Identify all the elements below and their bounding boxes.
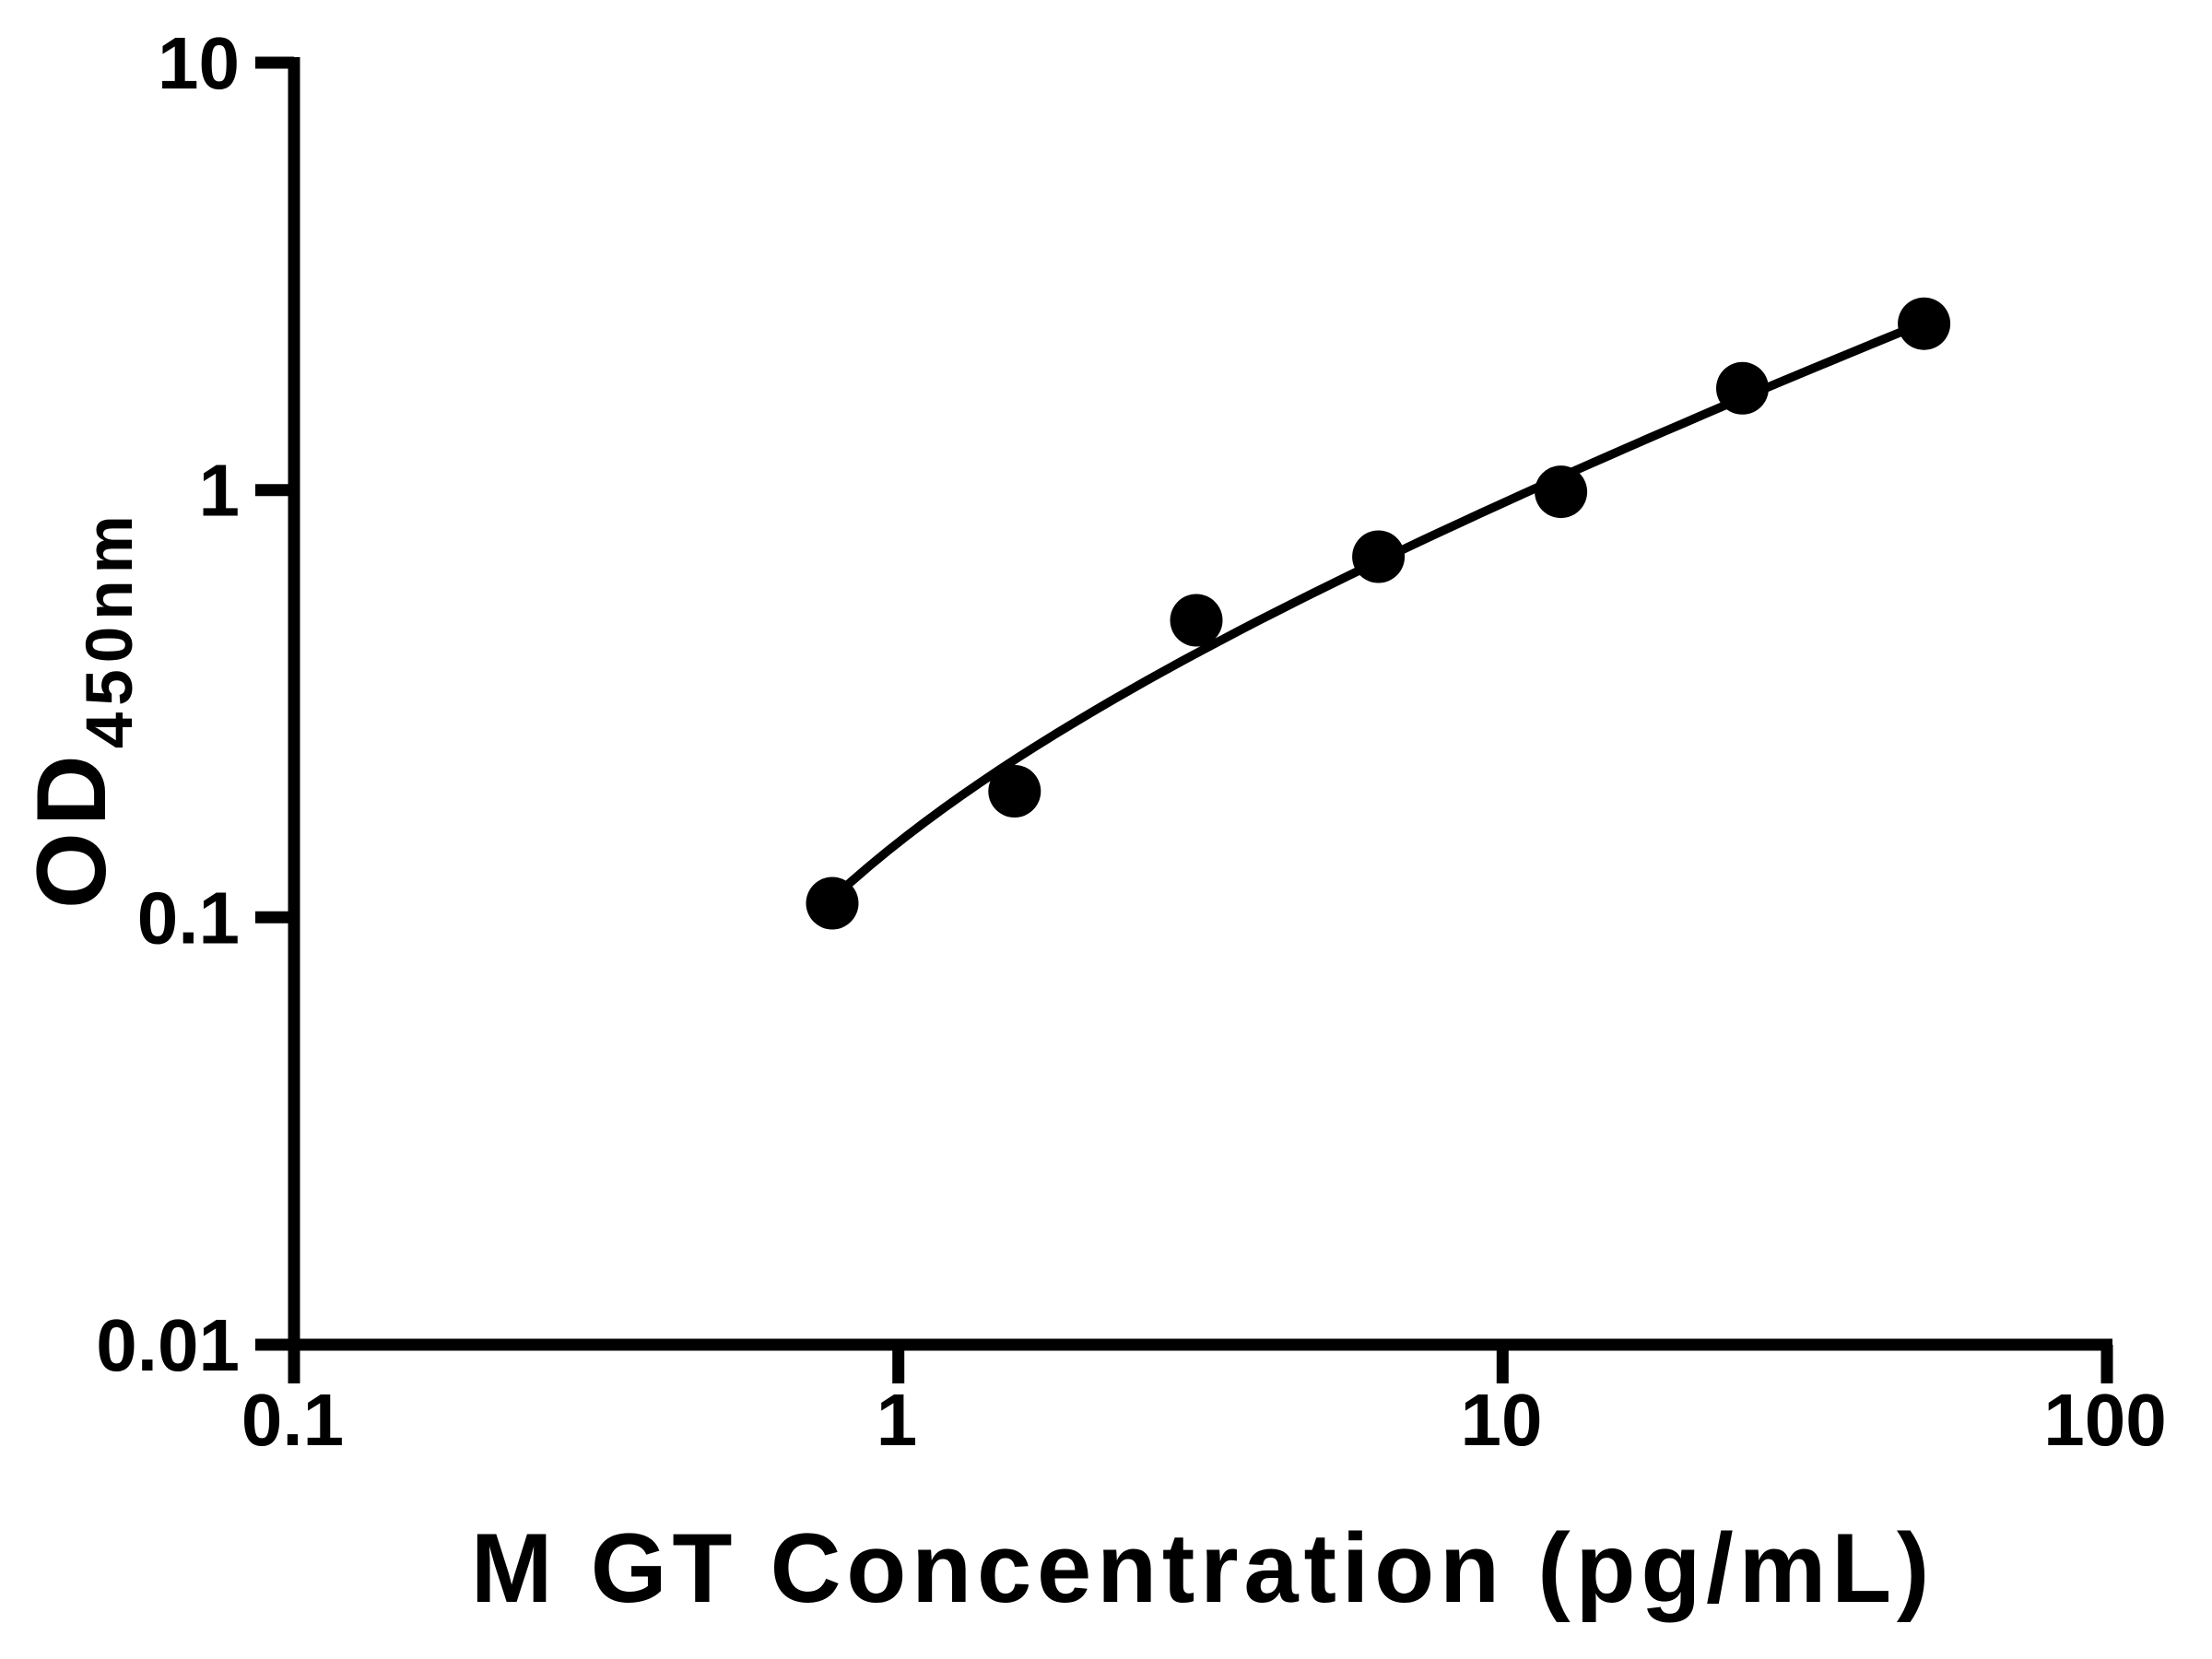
svg-text:0.1: 0.1	[241, 1379, 344, 1461]
svg-text:M GT Concentration (pg/mL): M GT Concentration (pg/mL)	[471, 1513, 1935, 1623]
svg-text:1: 1	[199, 450, 241, 532]
svg-text:10: 10	[1461, 1379, 1543, 1461]
svg-text:10: 10	[158, 22, 240, 104]
svg-text:0.01: 0.01	[96, 1304, 240, 1386]
svg-text:100: 100	[2043, 1379, 2166, 1461]
svg-text:1: 1	[877, 1379, 918, 1461]
svg-text:0.1: 0.1	[137, 877, 240, 959]
